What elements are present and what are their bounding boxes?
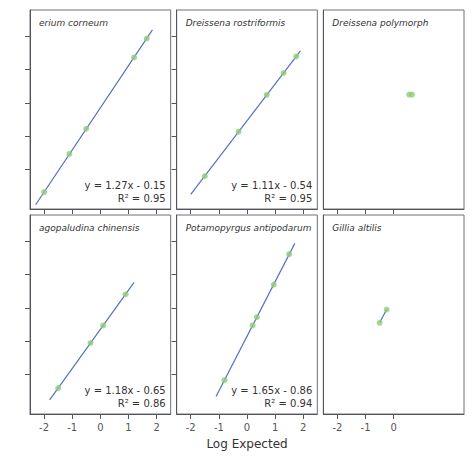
svg-text:-1: -1 <box>361 422 371 433</box>
svg-text:y = 1.27x - 0.15: y = 1.27x - 0.15 <box>85 180 166 191</box>
svg-text:0: 0 <box>97 422 103 433</box>
svg-text:-2: -2 <box>332 422 342 433</box>
svg-text:-1: -1 <box>67 422 77 433</box>
svg-text:-2: -2 <box>39 422 49 433</box>
svg-text:Dreissena rostriformis: Dreissena rostriformis <box>186 18 286 28</box>
svg-text:-1: -1 <box>214 422 224 433</box>
svg-text:R² = 0.86: R² = 0.86 <box>118 398 166 409</box>
svg-text:Log Expected: Log Expected <box>206 437 287 451</box>
svg-text:1: 1 <box>125 422 131 433</box>
svg-text:y = 1.11x - 0.54: y = 1.11x - 0.54 <box>231 180 312 191</box>
svg-text:R² = 0.95: R² = 0.95 <box>264 193 312 204</box>
svg-text:Dreissena polymorph: Dreissena polymorph <box>332 18 428 28</box>
svg-text:2: 2 <box>153 422 159 433</box>
svg-text:R² = 0.95: R² = 0.95 <box>118 193 166 204</box>
svg-text:1: 1 <box>272 422 278 433</box>
svg-text:2: 2 <box>300 422 306 433</box>
svg-text:agopaludina chinensis: agopaludina chinensis <box>39 223 140 233</box>
svg-text:R² = 0.94: R² = 0.94 <box>264 398 312 409</box>
svg-text:0: 0 <box>244 422 250 433</box>
svg-text:0: 0 <box>390 422 396 433</box>
svg-text:Gillia altilis: Gillia altilis <box>332 223 381 233</box>
svg-text:y = 1.65x - 0.86: y = 1.65x - 0.86 <box>231 385 312 396</box>
svg-text:-2: -2 <box>186 422 196 433</box>
svg-text:erium corneum: erium corneum <box>39 18 108 28</box>
svg-text:y = 1.18x - 0.65: y = 1.18x - 0.65 <box>85 385 166 396</box>
svg-text:Potamopyrgus antipodarum: Potamopyrgus antipodarum <box>186 223 312 233</box>
